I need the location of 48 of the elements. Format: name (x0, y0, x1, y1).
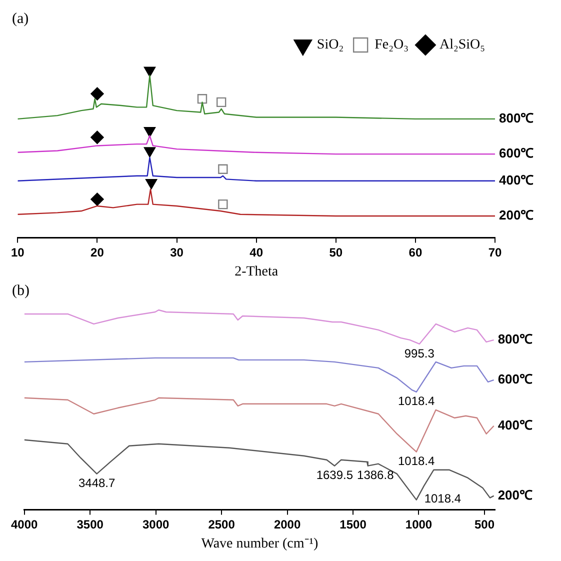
point (216, 97, 226, 108)
point (90, 87, 104, 100)
x-tick-label: 2000 (274, 517, 301, 532)
point (90, 192, 104, 206)
series-label: 600℃ (499, 146, 534, 161)
series-label: 600℃ (498, 372, 533, 386)
point (144, 127, 156, 138)
point (146, 178, 158, 190)
legend-label: Al₂SiO₅ (439, 38, 486, 53)
x-tick-label: 30 (170, 245, 184, 260)
x-tick-label: 3500 (76, 517, 104, 532)
point (218, 199, 228, 210)
x-tick-label: 10 (10, 245, 25, 260)
annotation: 1018.4 (424, 492, 462, 506)
x-axis-title: 2-Theta (234, 264, 279, 280)
series-label: 400℃ (498, 417, 533, 432)
x-axis-title: Wave number (cm⁻¹) (201, 536, 318, 552)
point (144, 66, 156, 77)
x-tick-label: 2500 (208, 517, 236, 532)
x-tick-label: 500 (474, 517, 495, 532)
legend-label: Fe₂O₃ (374, 38, 409, 53)
annotation: 1386.8 (357, 468, 394, 482)
point (197, 94, 208, 104)
point (90, 130, 104, 144)
chart-title: (b) (12, 282, 30, 299)
x-tick-label: 4000 (10, 517, 38, 532)
point (144, 147, 156, 158)
point (218, 164, 228, 174)
x-tick-label: 40 (250, 245, 264, 260)
x-tick-label: 70 (488, 245, 502, 260)
x-tick-label: 1000 (405, 517, 432, 532)
annotation: 1018.4 (398, 394, 436, 408)
annotation: 3448.7 (78, 476, 116, 490)
series-label: 200℃ (499, 208, 534, 223)
series-label: 200℃ (498, 487, 533, 502)
chart-title: (a) (12, 10, 29, 27)
series-label: 800℃ (498, 332, 533, 347)
x-tick-label: 1500 (340, 517, 367, 532)
series-label: 400℃ (499, 172, 534, 188)
x-tick-label: 3000 (142, 517, 170, 532)
x-tick-label: 20 (90, 245, 104, 260)
annotation: 1639.5 (316, 468, 354, 482)
x-tick-label: 60 (408, 245, 422, 260)
x-tick-label: 50 (329, 245, 343, 260)
annotation: 995.3 (404, 346, 435, 360)
legend-label: SiO₂ (316, 38, 344, 53)
series-label: 800℃ (499, 110, 534, 126)
annotation: 1018.4 (398, 454, 436, 468)
